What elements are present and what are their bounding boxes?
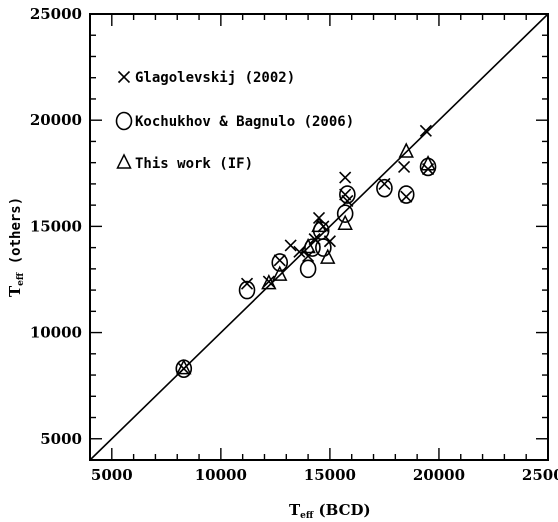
y-axis-title-rest: (others) [8, 197, 24, 273]
legend-label: Kochukhov & Bagnulo (2006) [135, 114, 354, 130]
y-tick-label: 5000 [40, 430, 82, 448]
data-point-x [419, 124, 432, 137]
data-point-triangle [311, 216, 327, 233]
data-point-triangle [398, 142, 414, 158]
x-stroke [400, 190, 413, 203]
plot-frame [89, 13, 549, 461]
legend: Glagolevskij (2002) Kochukhov & Bagnulo (… [115, 70, 354, 172]
data-point-triangle [272, 265, 288, 281]
data-point-triangle [320, 248, 336, 264]
y-axis-title: Teff (others) [6, 197, 26, 297]
legend-marker-x [117, 70, 131, 84]
data-point-circle [238, 280, 256, 300]
x-tick-label: 20000 [413, 466, 465, 484]
x-axis-title-sub: eff [300, 511, 314, 521]
x-tick-label: 5000 [91, 466, 133, 484]
ticks-layer: 5000 10000 15000 20000 25000 5000 10000 15000 20… [30, 5, 558, 484]
data-point-x [262, 275, 275, 288]
x-stroke [262, 275, 275, 288]
y-tick-label: 20000 [30, 111, 82, 129]
data-point-triangle [337, 214, 353, 230]
data-point-circle [339, 185, 356, 204]
y-tick-label: 15000 [30, 217, 82, 235]
x-stroke [240, 277, 254, 290]
data-point-x [284, 239, 297, 252]
legend-marker-circle [115, 111, 133, 131]
data-point-circle [271, 253, 289, 272]
x-tick-label: 10000 [195, 466, 247, 484]
data-point-x [397, 160, 411, 173]
y-axis-title-sub: eff [16, 272, 26, 286]
plot-border [89, 13, 549, 461]
x-tick-label: 25000 [522, 466, 558, 484]
data-point-circle [304, 238, 321, 257]
data-point-circle [419, 157, 437, 177]
x-axis-title: Teff (BCD) [289, 501, 371, 521]
legend-label: This work (IF) [135, 156, 253, 172]
x-stroke [397, 160, 411, 173]
y-tick-label: 25000 [30, 5, 82, 23]
points-layer [175, 124, 437, 378]
data-point-x [339, 188, 352, 201]
data-point-triangle [420, 155, 436, 171]
data-point-circle [315, 238, 332, 257]
data-point-circle [376, 178, 393, 198]
data-point-triangle [261, 273, 277, 290]
data-point-x [240, 277, 254, 290]
x-stroke [419, 124, 432, 137]
x-tick-label: 15000 [304, 466, 356, 484]
legend-marker-triangle [116, 153, 132, 169]
y-tick-label: 10000 [30, 324, 82, 342]
one-to-one-line [89, 13, 549, 461]
x-stroke [117, 70, 131, 84]
x-stroke [284, 239, 297, 252]
axis-titles: Teff (BCD)Teff (others) [6, 197, 371, 521]
x-stroke [339, 188, 352, 201]
legend-label: Glagolevskij (2002) [135, 70, 295, 86]
data-point-circle [299, 259, 317, 279]
data-point-x [400, 190, 413, 203]
x-stroke [323, 235, 336, 248]
x-stroke [339, 171, 352, 184]
x-axis-title-rest: (BCD) [313, 501, 370, 519]
data-point-circle [336, 204, 354, 223]
data-point-x [273, 254, 286, 267]
data-point-triangle [176, 358, 192, 375]
data-point-x [177, 362, 190, 375]
x-axis-title-main: T [289, 501, 301, 519]
data-point-x [339, 171, 352, 184]
x-stroke [273, 254, 286, 267]
data-point-triangle [300, 237, 316, 254]
data-point-circle [397, 185, 415, 204]
x-stroke [177, 362, 190, 375]
y-axis-title-main: T [6, 285, 24, 297]
reference-line-layer [89, 13, 549, 461]
